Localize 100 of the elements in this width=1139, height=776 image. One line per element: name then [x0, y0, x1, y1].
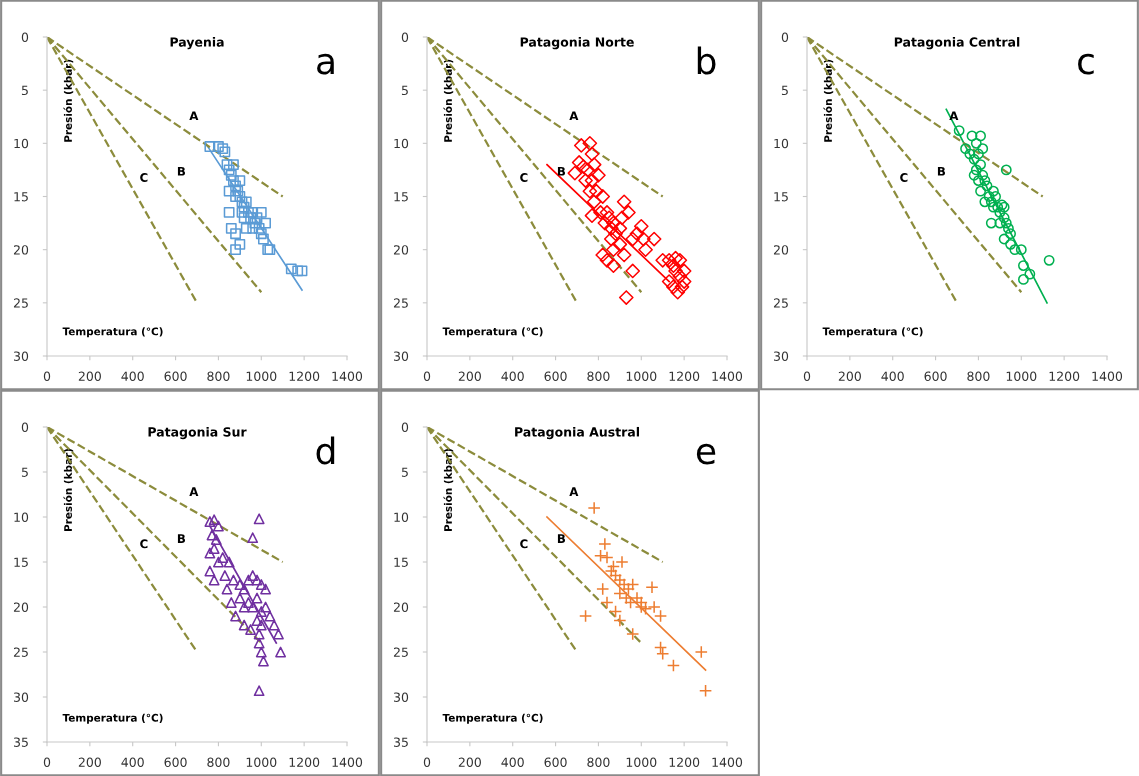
x-tick-label: 400 — [121, 371, 144, 381]
x-tick-label: 200 — [838, 371, 861, 381]
x-axis-title: Temperatura (°C) — [62, 327, 163, 338]
series-label: C — [140, 173, 148, 182]
y-tick-label: 10 — [394, 512, 409, 522]
x-axis-title: Temperatura (°C) — [62, 713, 163, 724]
x-tick-label: 1200 — [289, 371, 320, 381]
x-tick-label: 1200 — [1049, 371, 1080, 381]
x-tick-label: 600 — [164, 757, 187, 767]
x-tick-label: 0 — [423, 757, 431, 767]
y-tick-label: 10 — [774, 138, 789, 149]
y-tick-label: 25 — [773, 298, 788, 308]
x-axis-title: Temperatura (°C) — [442, 327, 543, 338]
annotation: c — [1078, 53, 1094, 75]
y-tick-label: 30 — [773, 351, 789, 361]
x-tick-label: 0 — [43, 371, 51, 381]
y-tick-label: 20 — [393, 602, 409, 612]
y-tick-label: 10 — [14, 512, 29, 522]
chart-title: Patagonia Sur — [148, 426, 247, 440]
x-tick-label: 1000 — [1006, 371, 1037, 381]
x-tick-label: 800 — [967, 371, 990, 381]
x-tick-label: 400 — [501, 371, 524, 381]
y-tick-label: 5 — [21, 467, 28, 477]
chart-title: Patagonia Austral — [515, 426, 639, 440]
x-tick-label: 600 — [544, 371, 567, 381]
y-tick-label: 20 — [13, 602, 29, 612]
y-tick-label: 25 — [393, 647, 408, 657]
annotation: e — [696, 443, 716, 465]
y-tick-label: 10 — [394, 138, 409, 149]
x-tick-label: 1200 — [669, 757, 700, 767]
x-tick-label: 400 — [881, 371, 904, 381]
x-tick-label: 1400 — [712, 757, 743, 767]
x-tick-label: 1000 — [246, 371, 277, 381]
y-tick-label: 30 — [13, 351, 29, 361]
y-tick-label: 20 — [13, 245, 29, 255]
x-tick-label: 200 — [458, 371, 481, 381]
x-tick-label: 200 — [78, 757, 101, 767]
series-label: A — [569, 487, 579, 496]
x-tick-label: 1000 — [246, 757, 277, 767]
y-tick-label: 25 — [13, 647, 28, 657]
y-tick-label: 35 — [13, 737, 28, 747]
y-tick-label: 15 — [14, 557, 28, 567]
x-tick-label: 400 — [501, 757, 524, 767]
y-tick-label: 15 — [394, 557, 408, 567]
y-tick-label: 20 — [393, 245, 409, 255]
y-tick-label: 0 — [21, 32, 29, 42]
y-axis-title: Presión (kbar) — [443, 448, 454, 531]
annotation: a — [317, 53, 334, 75]
series-label: B — [937, 167, 946, 176]
chart-title: Patagonia Norte — [520, 37, 634, 50]
x-tick-label: 200 — [458, 757, 481, 767]
y-tick-label: 30 — [393, 351, 409, 361]
y-tick-label: 35 — [393, 737, 408, 747]
x-tick-label: 800 — [207, 757, 230, 767]
x-tick-label: 0 — [43, 757, 51, 767]
series-label: B — [557, 534, 566, 543]
y-tick-label: 25 — [13, 298, 28, 308]
series-label: B — [557, 167, 566, 176]
x-axis-title: Temperatura (°C) — [822, 327, 923, 338]
y-tick-label: 15 — [774, 192, 788, 202]
y-tick-label: 15 — [14, 192, 28, 202]
y-tick-label: 0 — [781, 32, 789, 42]
y-tick-label: 0 — [401, 32, 409, 42]
y-tick-label: 25 — [393, 298, 408, 308]
x-tick-label: 1200 — [669, 371, 700, 381]
x-tick-label: 0 — [423, 371, 431, 381]
x-tick-label: 1000 — [626, 757, 657, 767]
x-tick-label: 1400 — [332, 371, 363, 381]
x-tick-label: 800 — [207, 371, 230, 381]
y-tick-label: 5 — [401, 85, 408, 96]
y-tick-label: 5 — [401, 467, 408, 477]
x-tick-label: 800 — [587, 757, 610, 767]
y-tick-label: 5 — [781, 85, 788, 96]
y-tick-label: 30 — [393, 692, 409, 702]
chart-title: Payenia — [170, 37, 224, 50]
y-axis-title: Presión (kbar) — [63, 448, 74, 531]
x-tick-label: 1400 — [332, 757, 363, 767]
y-tick-label: 20 — [773, 245, 789, 255]
x-tick-label: 0 — [803, 371, 811, 381]
x-tick-label: 200 — [78, 371, 101, 381]
x-tick-label: 600 — [544, 757, 567, 767]
x-tick-label: 1200 — [289, 757, 320, 767]
series-label: B — [177, 534, 186, 543]
y-tick-label: 15 — [394, 192, 408, 202]
x-tick-label: 1400 — [1092, 371, 1123, 381]
x-tick-label: 400 — [121, 757, 144, 767]
annotation: b — [697, 46, 716, 75]
series-label: A — [189, 487, 199, 496]
y-tick-label: 30 — [13, 692, 29, 702]
series-label: C — [140, 539, 148, 549]
x-tick-label: 1400 — [712, 371, 743, 381]
x-tick-label: 600 — [164, 371, 187, 381]
series-label: A — [189, 111, 199, 121]
series-label: A — [569, 111, 579, 121]
y-tick-label: 0 — [401, 422, 409, 432]
y-tick-label: 5 — [21, 85, 28, 96]
chart-title: Patagonia Central — [894, 37, 1020, 50]
x-tick-label: 1000 — [626, 371, 657, 381]
y-tick-label: 10 — [14, 138, 29, 149]
series-label: C — [520, 173, 528, 182]
